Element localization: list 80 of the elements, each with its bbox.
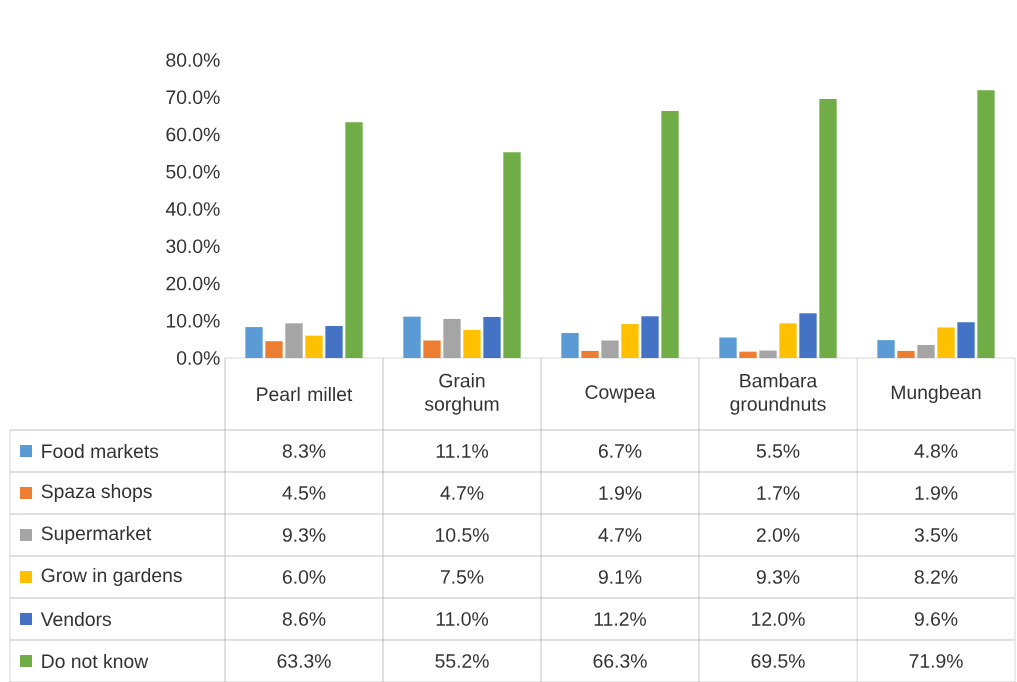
data-label: 6.0% [282, 569, 326, 584]
y-tick-label: 30.0% [166, 239, 220, 253]
bar [265, 341, 283, 358]
data-label: 1.7% [757, 486, 800, 500]
bar [877, 339, 895, 358]
x-tick-label: Bambara groundnuts [730, 373, 826, 415]
data-label: 8.3% [282, 443, 326, 458]
legend-label: Do not know [42, 653, 149, 668]
data-label: 3.5% [914, 527, 958, 542]
bar [641, 316, 659, 358]
data-label: 7.5% [440, 569, 484, 584]
data-label: 2.0% [756, 527, 800, 542]
bar [403, 316, 421, 358]
y-tick-label: 80.0% [166, 52, 220, 67]
bar [977, 89, 995, 358]
y-tick-label: 10.0% [166, 313, 220, 328]
bar [561, 332, 579, 358]
bar [503, 152, 521, 358]
bar [483, 316, 501, 358]
data-label: 9.3% [282, 527, 326, 542]
data-label: 11.1% [436, 444, 489, 458]
y-tick-label: 60.0% [166, 127, 220, 142]
bar [305, 335, 323, 358]
data-label: 1.9% [599, 485, 642, 500]
data-label: 9.1% [598, 569, 642, 584]
x-tick-label: Grain sorghum [424, 373, 499, 415]
data-label: 9.3% [756, 569, 800, 584]
x-tick-label: Pearl millet [257, 386, 353, 401]
data-label: 55.2% [435, 653, 489, 668]
x-tick-label: Mungbean [891, 384, 981, 403]
data-label: 6.7% [598, 443, 642, 458]
y-tick-label: 50.0% [166, 164, 220, 179]
legend-label: Supermarket [41, 525, 152, 544]
data-label: 12.0% [752, 611, 805, 626]
y-tick-label: 70.0% [166, 90, 220, 104]
data-label: 11.2% [594, 611, 647, 626]
data-label: 8.2% [914, 569, 958, 584]
bar [621, 323, 639, 358]
bar [661, 110, 679, 358]
bar [759, 350, 777, 358]
data-label: 66.3% [593, 653, 647, 668]
y-tick-label: 20.0% [166, 276, 220, 291]
data-label: 11.0% [436, 611, 489, 626]
data-label: 69.5% [751, 653, 805, 668]
bar [285, 323, 303, 358]
bar [719, 337, 737, 358]
y-tick-label: 0.0% [176, 350, 220, 365]
legend-label: Vendors [40, 611, 111, 626]
bar [345, 122, 363, 358]
data-label: 10.5% [436, 527, 489, 542]
data-label: 4.5% [282, 485, 326, 500]
bar [581, 350, 599, 358]
data-label: 1.9% [915, 485, 958, 500]
bar [739, 351, 757, 358]
bar [779, 323, 797, 358]
bar [443, 318, 461, 358]
legend-label: Grow in gardens [41, 567, 182, 586]
bar [917, 344, 935, 358]
bar [819, 98, 837, 358]
data-label: 71.9% [909, 653, 963, 668]
data-label: 4.7% [440, 486, 484, 500]
bar [957, 322, 975, 358]
data-label: 4.7% [598, 528, 642, 542]
bar [423, 340, 441, 358]
data-label: 4.8% [914, 443, 958, 458]
data-label: 8.6% [282, 611, 326, 626]
bar [897, 350, 915, 358]
bar [245, 326, 263, 358]
data-label: 9.6% [914, 611, 958, 626]
data-label: 5.5% [756, 443, 800, 458]
bar [601, 340, 619, 358]
y-tick-label: 40.0% [165, 201, 220, 216]
bar [325, 325, 343, 358]
legend-label: Spaza shops [41, 483, 152, 502]
x-tick-label: Cowpea [585, 385, 656, 403]
data-label: 63.3% [277, 653, 331, 668]
bar [463, 329, 481, 358]
bar [937, 327, 955, 358]
legend-label: Food markets [42, 443, 159, 458]
bar [799, 313, 817, 358]
